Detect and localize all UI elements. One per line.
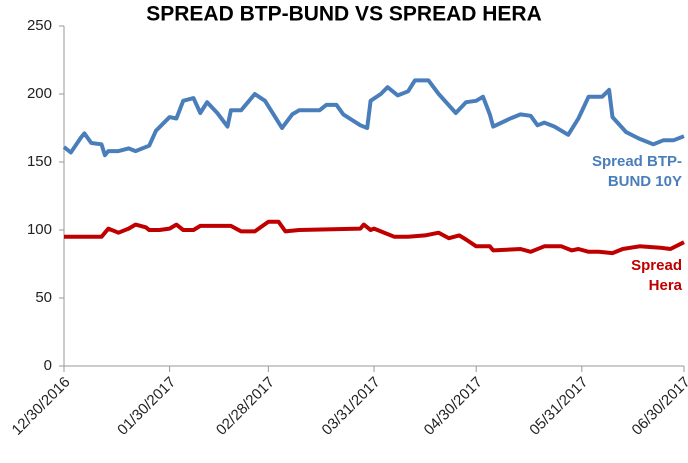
x-tick-label: 12/30/2016 [9,374,74,439]
series-label: Spread BTP-BUND 10Y [591,153,682,191]
y-tick-label: 100 [27,221,52,238]
x-tick-label: 03/31/2017 [319,374,384,439]
x-tick-label: 05/31/2017 [526,374,591,439]
y-tick-label: 250 [27,17,52,34]
y-tick-label: 150 [27,153,52,170]
line-series [64,219,685,256]
x-tick-label: 04/30/2017 [421,374,486,439]
x-tick-label: 02/28/2017 [213,374,278,439]
x-tick-label: 01/30/2017 [114,374,179,439]
series-label: Spread Hera [631,257,682,295]
x-tick-label: 06/30/2017 [629,374,688,439]
y-tick-label: 200 [27,85,52,102]
y-tick-label: 0 [44,357,52,374]
chart-title: SPREAD BTP-BUND VS SPREAD HERA [146,3,542,26]
line-series [62,78,685,158]
y-tick-label: 50 [35,289,52,306]
